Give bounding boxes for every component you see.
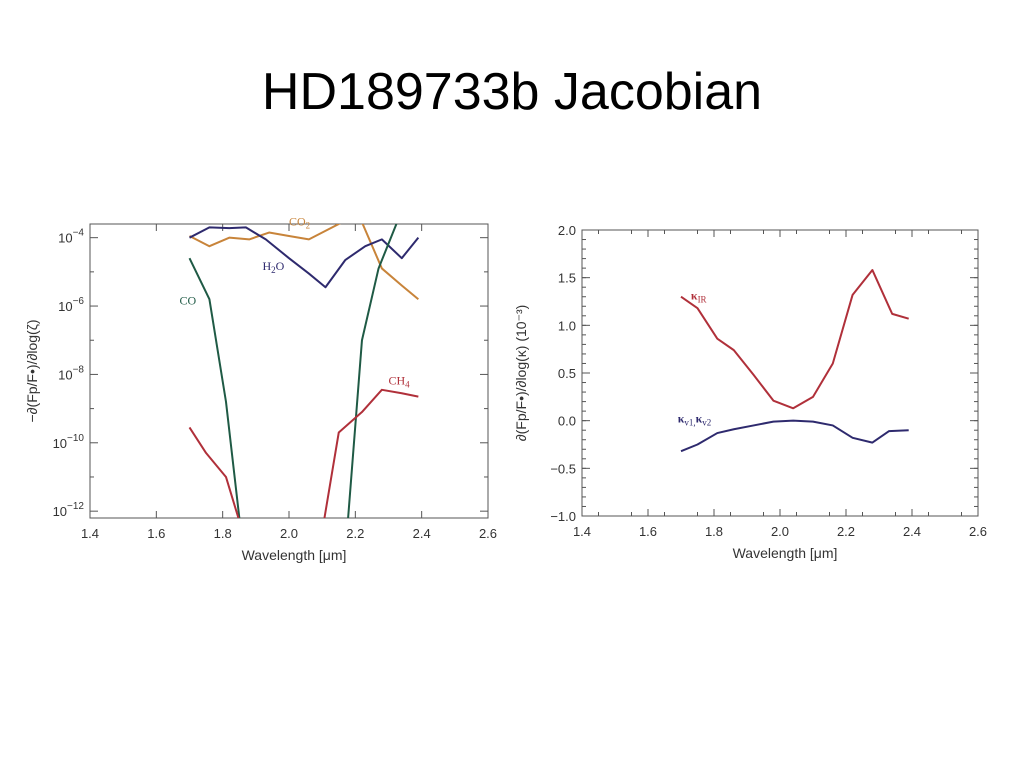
x-tick-label: 2.0 <box>280 526 298 541</box>
y-tick-label: 0.0 <box>558 414 576 429</box>
series-label: κIR <box>691 289 707 305</box>
x-tick-label: 2.4 <box>903 524 921 539</box>
y-tick-label: 10−4 <box>58 228 84 246</box>
x-tick-label: 1.8 <box>705 524 723 539</box>
y-tick-label: 10−12 <box>53 501 85 519</box>
series-label-ch4: CH4 <box>389 374 411 390</box>
series-line-co2 <box>189 224 419 300</box>
y-tick-label: 1.0 <box>558 318 576 333</box>
chart-log-jacobian: 1.4 1.6 1.8 2.0 2.2 2.4 2.6 10−4 10−6 10−8 10−10 10… <box>24 215 497 563</box>
y-axis-title: −∂(Fp/F•)/∂log(ζ) <box>24 319 40 422</box>
x-tick-label: 1.8 <box>214 526 232 541</box>
series-line-h2o <box>189 226 420 289</box>
x-tick-label: 2.2 <box>837 524 855 539</box>
x-tick-label: 2.4 <box>413 526 431 541</box>
y-tick-label: 10−6 <box>58 296 84 314</box>
x-tick-label: 2.0 <box>771 524 789 539</box>
series-label-h2o: H2O <box>262 259 284 275</box>
x-tick-label: 2.6 <box>969 524 987 539</box>
y-tick-label: −1.0 <box>550 509 576 524</box>
x-tick-label: 1.4 <box>81 526 99 541</box>
y-tick-label: −0.5 <box>550 461 576 476</box>
series-line <box>680 419 909 453</box>
x-tick-label: 1.6 <box>639 524 657 539</box>
series-line-co <box>188 224 398 518</box>
x-tick-label: 2.6 <box>479 526 497 541</box>
x-axis-title: Wavelength [μm] <box>733 545 838 561</box>
series-line <box>680 269 909 410</box>
series-label-co: CO <box>180 293 197 307</box>
series-label-co2: CO2 <box>289 215 310 231</box>
x-tick-label: 1.4 <box>573 524 591 539</box>
slide-title: HD189733b Jacobian <box>261 63 763 121</box>
y-tick-label: 10−8 <box>58 364 84 382</box>
x-axis-title: Wavelength [μm] <box>242 547 347 563</box>
plot-frame <box>581 229 979 517</box>
y-tick-label: 1.5 <box>558 271 576 286</box>
y-axis-title: ∂(Fp/F•)/∂log(κ) (10⁻³) <box>513 305 529 442</box>
series-label: κv1,κv2 <box>678 412 712 428</box>
y-tick-label: 0.5 <box>558 366 576 381</box>
plot-frame <box>89 223 489 519</box>
y-tick-label: 10−10 <box>53 433 85 451</box>
x-tick-label: 2.2 <box>346 526 364 541</box>
series-line-ch4 <box>188 388 419 518</box>
chart-opacity-jacobian: 1.4 1.6 1.8 2.0 2.2 2.4 2.6 2.0 1.5 1.0 0.5 0.0 −0.5… <box>513 223 987 561</box>
x-tick-label: 1.6 <box>147 526 165 541</box>
y-tick-label: 2.0 <box>558 223 576 238</box>
